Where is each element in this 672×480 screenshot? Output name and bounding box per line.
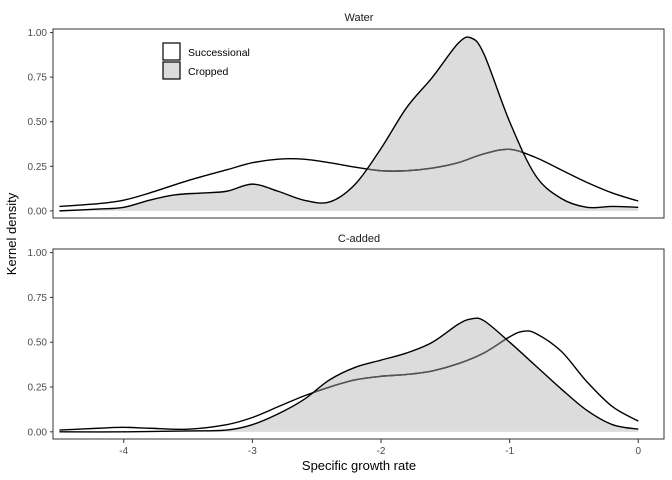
panel-frame-c-added [52,248,665,440]
x-tick-label-3: -1 [505,446,514,457]
y-tick-label-water-1: 0.25 [28,162,48,173]
legend-key-successional [162,42,181,61]
x-tick-label-0: -4 [119,446,128,457]
y-tick-label-c-added-2: 0.50 [28,338,48,349]
panel-title-water: Water [345,12,374,24]
y-tick-label-c-added-0: 0.00 [28,427,48,438]
y-axis-title: Kernel density [4,192,19,275]
y-tick-label-c-added-4: 1.00 [28,248,48,259]
y-tick-label-water-2: 0.50 [28,117,48,128]
x-tick-label-2: -2 [377,446,386,457]
x-tick-label-1: -3 [248,446,257,457]
legend-key-cropped [162,61,181,80]
x-tick-label-4: 0 [635,446,641,457]
plot-area-c-added [59,317,639,433]
y-tick-label-water-4: 1.00 [28,28,48,39]
legend-label-cropped: Cropped [188,66,228,78]
density-outline-cropped-water [59,36,639,212]
y-tick-label-c-added-3: 0.75 [28,293,48,304]
density-area-cropped-c-added [59,318,639,432]
x-axis-title: Specific growth rate [302,458,416,473]
x-axis: -4 -3 -2 -1 0 [119,439,641,457]
y-tick-label-c-added-1: 0.25 [28,383,48,394]
density-area-cropped-water [59,37,639,211]
plot-area-water [59,36,639,212]
y-tick-label-water-0: 0.00 [28,206,48,217]
legend-label-successional: Successional [188,47,250,59]
panel-title-c-added: C-added [338,233,380,245]
y-axis-c-added: 0.00 0.25 0.50 0.75 1.00 [28,248,53,438]
density-outline-cropped-c-added [59,317,639,433]
y-axis-water: 0.00 0.25 0.50 0.75 1.00 [28,28,53,217]
y-tick-label-water-3: 0.75 [28,73,48,84]
panel-frame-water [52,28,665,219]
